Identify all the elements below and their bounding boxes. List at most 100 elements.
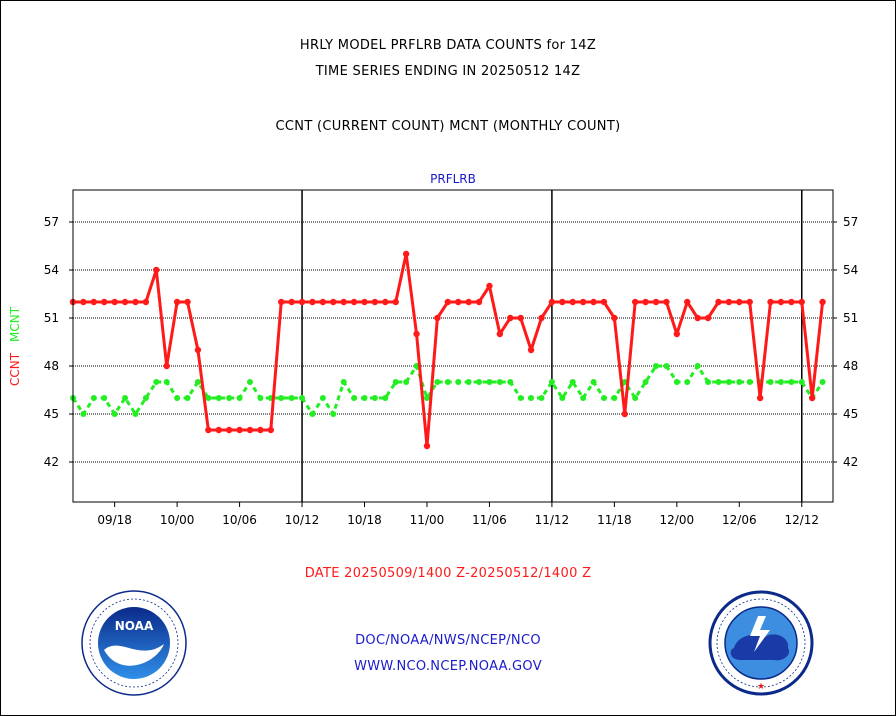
data-point-mcnt bbox=[205, 395, 212, 401]
data-point-ccnt bbox=[173, 298, 181, 306]
data-point-ccnt bbox=[340, 298, 347, 306]
data-point-ccnt bbox=[788, 298, 795, 306]
data-point-ccnt bbox=[465, 298, 472, 306]
data-point-mcnt bbox=[569, 379, 576, 385]
data-point-mcnt bbox=[423, 395, 430, 401]
y-tick-label-left: 51 bbox=[44, 311, 59, 325]
series-line-ccnt bbox=[73, 252, 825, 448]
y-tick-label-left: 57 bbox=[44, 215, 59, 229]
data-point-ccnt bbox=[309, 298, 316, 306]
data-point-ccnt bbox=[444, 298, 451, 306]
data-point-ccnt bbox=[527, 346, 535, 354]
data-point-mcnt bbox=[486, 379, 493, 385]
series-line-mcnt bbox=[71, 364, 824, 416]
data-point-mcnt bbox=[746, 379, 753, 385]
data-point-ccnt bbox=[507, 314, 514, 322]
data-point-ccnt bbox=[736, 298, 743, 306]
data-point-ccnt bbox=[350, 298, 358, 306]
plot-title: PRFLRB bbox=[430, 172, 476, 186]
data-point-mcnt bbox=[632, 395, 639, 401]
series-mcnt bbox=[70, 363, 826, 417]
data-point-mcnt bbox=[299, 395, 306, 401]
y-tick-label-right: 57 bbox=[843, 215, 858, 229]
data-point-mcnt bbox=[403, 379, 410, 385]
data-point-mcnt bbox=[684, 379, 691, 385]
data-point-mcnt bbox=[590, 379, 597, 385]
data-point-ccnt bbox=[663, 298, 670, 306]
data-point-ccnt bbox=[819, 298, 826, 306]
data-point-mcnt bbox=[90, 395, 97, 401]
noaa-logo-text: NOAA bbox=[115, 619, 154, 633]
data-point-ccnt bbox=[402, 250, 410, 258]
data-point-ccnt bbox=[330, 298, 337, 306]
data-point-mcnt bbox=[673, 379, 680, 385]
data-point-ccnt bbox=[319, 298, 327, 306]
data-point-ccnt bbox=[184, 298, 191, 306]
x-tick-label: 11/18 bbox=[597, 513, 632, 527]
data-point-ccnt bbox=[631, 298, 639, 306]
data-point-mcnt bbox=[236, 395, 243, 401]
data-point-ccnt bbox=[569, 298, 576, 306]
data-point-ccnt bbox=[746, 298, 753, 306]
x-tick-label: 12/06 bbox=[722, 513, 757, 527]
data-point-ccnt bbox=[90, 298, 98, 306]
data-point-mcnt bbox=[538, 395, 545, 401]
x-tick-label: 10/00 bbox=[160, 513, 195, 527]
data-point-ccnt bbox=[621, 410, 628, 418]
data-point-mcnt bbox=[309, 411, 316, 417]
x-tick-label: 11/12 bbox=[535, 513, 570, 527]
axis-layer: 42 42 45 45 48 48 51 51 54 54 57 57 09/18 10/00 10/06 1… bbox=[44, 215, 859, 527]
data-point-ccnt bbox=[694, 314, 701, 322]
data-point-mcnt bbox=[215, 395, 222, 401]
data-point-mcnt bbox=[819, 379, 826, 385]
y-tick-label-right: 48 bbox=[843, 359, 858, 373]
data-point-ccnt bbox=[559, 298, 566, 306]
data-point-mcnt bbox=[361, 395, 368, 401]
data-point-mcnt bbox=[246, 379, 253, 385]
data-point-mcnt bbox=[153, 379, 160, 385]
data-point-mcnt bbox=[111, 411, 118, 417]
data-point-mcnt bbox=[330, 411, 337, 417]
y-axis-label-mcnt: MCNT bbox=[8, 306, 22, 342]
data-point-ccnt bbox=[392, 298, 399, 306]
data-point-mcnt bbox=[580, 395, 587, 401]
data-point-mcnt bbox=[715, 379, 722, 385]
data-point-ccnt bbox=[715, 298, 722, 306]
data-point-ccnt bbox=[194, 346, 202, 354]
website-link[interactable]: WWW.NCO.NCEP.NOAA.GOV bbox=[354, 659, 542, 674]
noaa-logo: NOAA bbox=[81, 590, 187, 696]
data-point-mcnt bbox=[788, 379, 795, 385]
data-point-ccnt bbox=[434, 314, 441, 322]
series-layer bbox=[69, 250, 826, 450]
nws-logo: ★ bbox=[708, 590, 814, 696]
x-tick-label: 11/06 bbox=[472, 513, 507, 527]
data-point-ccnt bbox=[611, 314, 618, 322]
x-tick-label: 10/06 bbox=[222, 513, 257, 527]
data-point-ccnt bbox=[267, 426, 275, 434]
data-point-mcnt bbox=[528, 395, 535, 401]
data-point-ccnt bbox=[215, 426, 222, 434]
data-point-ccnt bbox=[298, 298, 306, 306]
grid-layer bbox=[73, 190, 833, 502]
data-point-ccnt bbox=[590, 298, 597, 306]
data-point-ccnt bbox=[767, 298, 774, 306]
data-point-ccnt bbox=[684, 298, 691, 306]
chart-title-line-2: TIME SERIES ENDING IN 20250512 14Z bbox=[315, 64, 581, 79]
data-point-ccnt bbox=[808, 394, 816, 402]
data-point-ccnt bbox=[538, 314, 545, 322]
data-point-ccnt bbox=[132, 298, 139, 306]
data-point-ccnt bbox=[579, 298, 587, 306]
y-tick-label-right: 54 bbox=[843, 263, 858, 277]
data-point-mcnt bbox=[371, 395, 378, 401]
data-point-ccnt bbox=[725, 298, 733, 306]
x-tick-label: 09/18 bbox=[97, 513, 132, 527]
data-point-ccnt bbox=[413, 330, 420, 338]
y-tick-label-right: 51 bbox=[843, 311, 858, 325]
data-point-mcnt bbox=[517, 395, 524, 401]
org-path-link[interactable]: DOC/NOAA/NWS/NCEP/NCO bbox=[355, 633, 541, 648]
data-point-mcnt bbox=[767, 379, 774, 385]
data-point-ccnt bbox=[652, 298, 660, 306]
chart-title-line-3: CCNT (CURRENT COUNT) MCNT (MONTHLY COUNT… bbox=[275, 119, 621, 134]
data-point-mcnt bbox=[184, 395, 191, 401]
y-tick-label-right: 45 bbox=[843, 407, 858, 421]
